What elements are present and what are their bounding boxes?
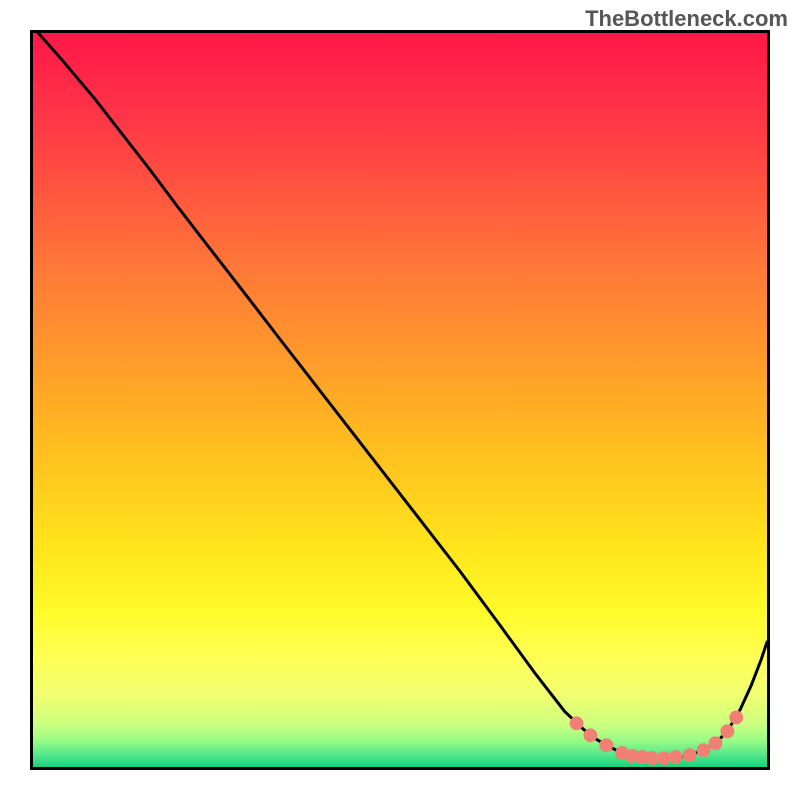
watermark-text: TheBottleneck.com: [585, 6, 788, 32]
chart-curve-layer: [33, 33, 767, 767]
bottleneck-curve: [33, 33, 767, 758]
marker-dot: [697, 743, 711, 757]
marker-group: [570, 710, 744, 765]
marker-dot: [708, 736, 722, 750]
marker-dot: [729, 710, 743, 724]
marker-dot: [669, 750, 683, 764]
marker-dot: [683, 748, 697, 762]
marker-dot: [720, 724, 734, 738]
marker-dot: [657, 751, 671, 765]
marker-dot: [584, 728, 598, 742]
marker-dot: [570, 716, 584, 730]
marker-dot: [645, 751, 659, 765]
marker-dot: [599, 738, 613, 752]
plot-area: [30, 30, 770, 770]
